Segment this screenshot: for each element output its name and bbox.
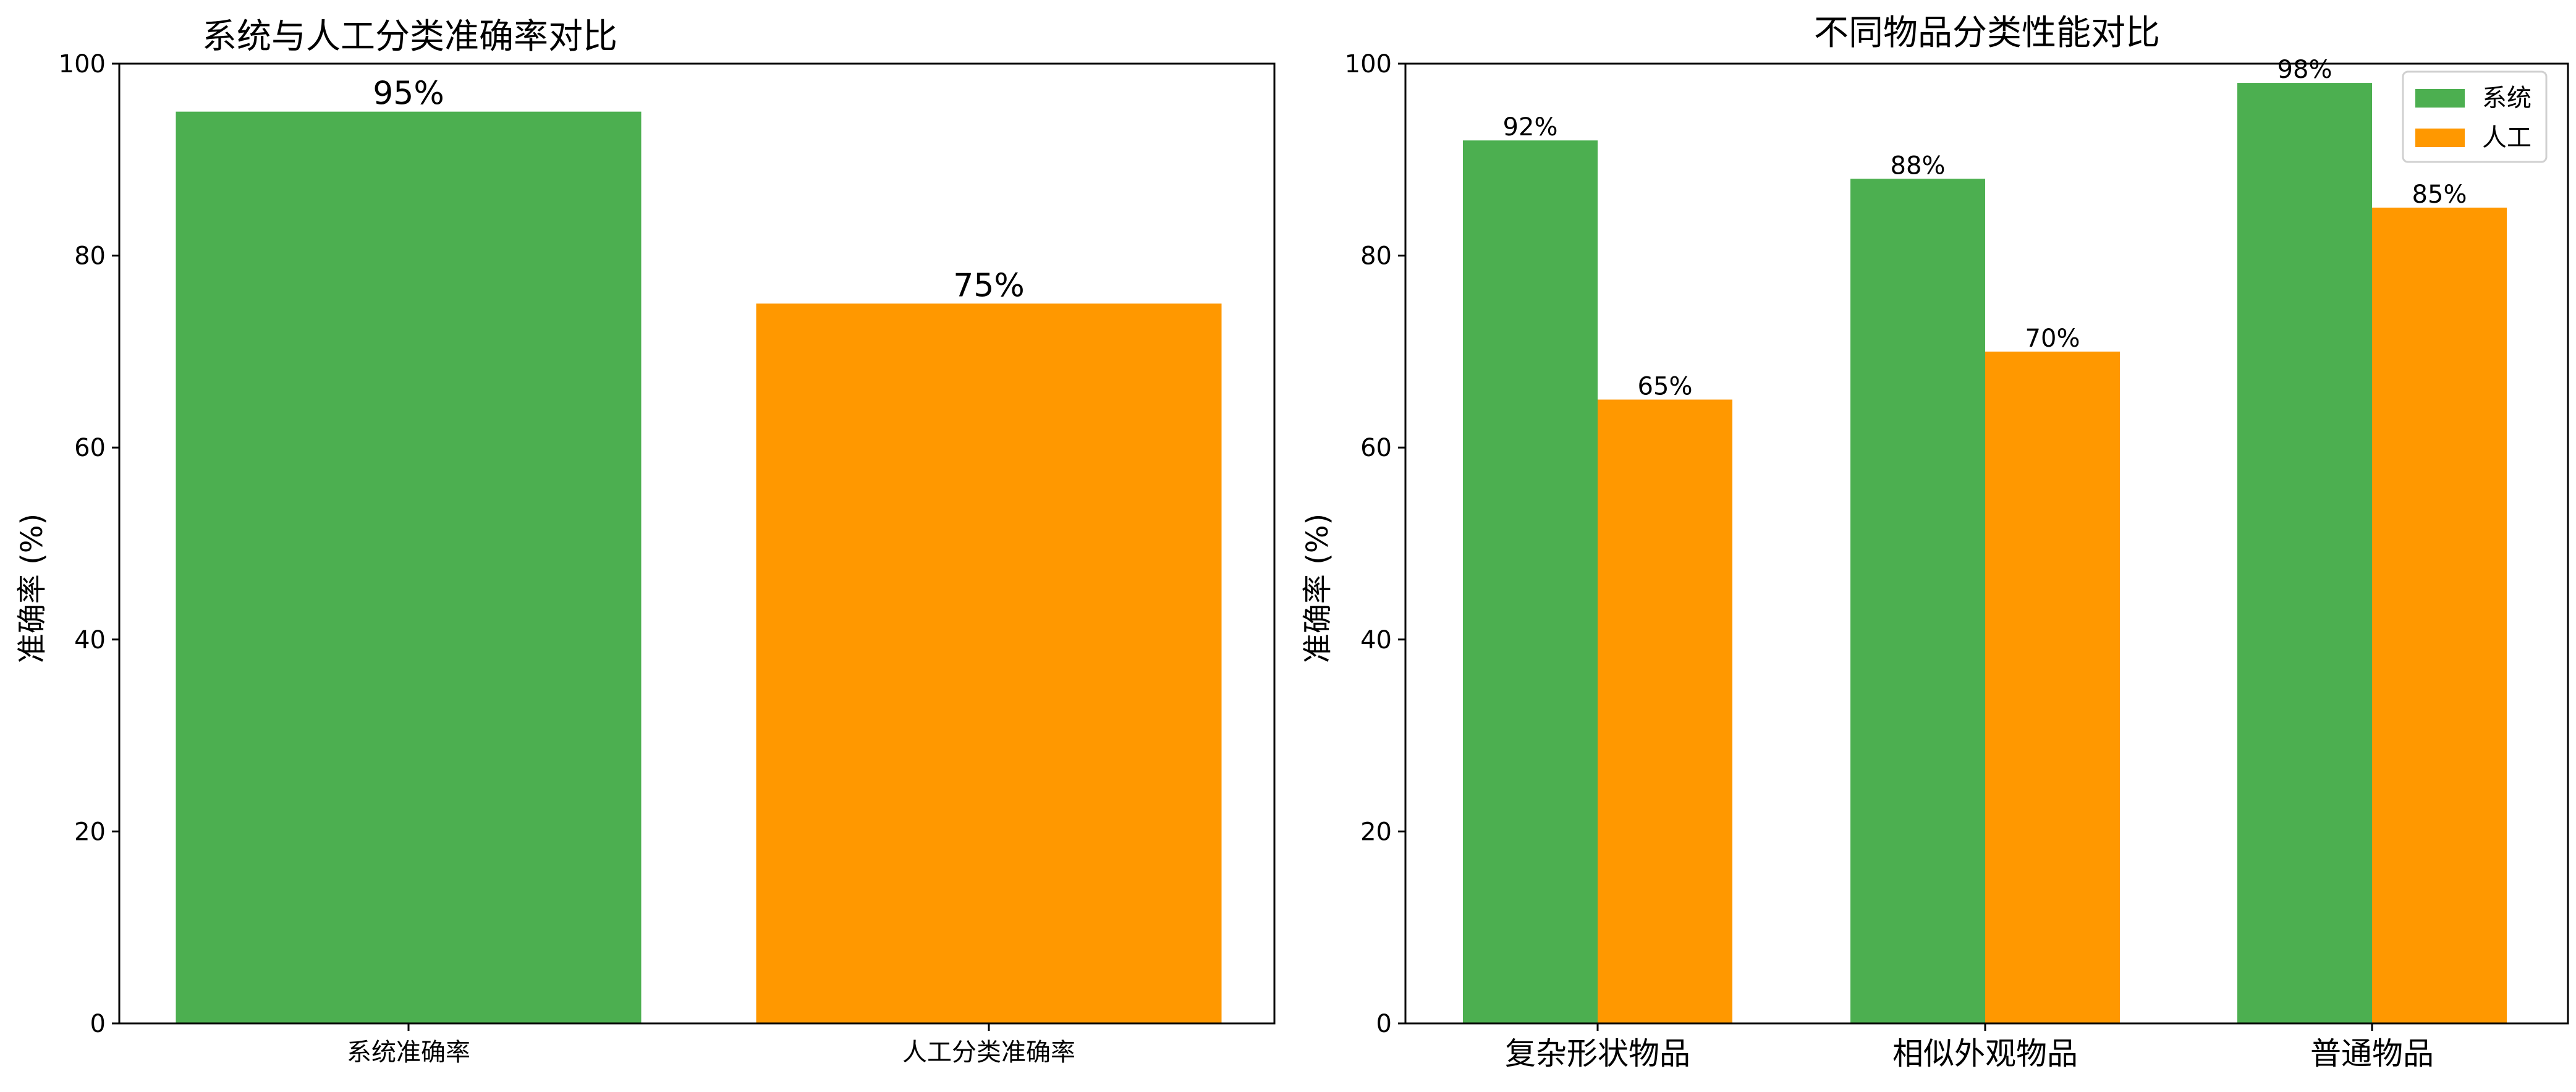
data-label: 88% (1891, 151, 1946, 180)
data-label: 65% (1638, 373, 1693, 401)
y-tick-label: 0 (90, 1010, 106, 1038)
y-tick-label: 100 (1345, 50, 1392, 78)
y-tick-label: 80 (1360, 242, 1392, 271)
x-tick-label: 复杂形状物品 (1505, 1036, 1690, 1072)
data-label: 85% (2412, 180, 2467, 209)
legend-entry: 系统 (2482, 84, 2532, 112)
legend-swatch (2415, 89, 2465, 108)
bar (2372, 207, 2507, 1024)
data-label: 98% (2277, 56, 2332, 84)
plot-frame (118, 62, 1276, 1025)
bar (1463, 140, 1598, 1024)
y-tick-label: 40 (74, 626, 106, 654)
plot-area: 0 20 40 60 80 100 92% 65% 复杂形状物品 88% 70% 相似外观物品 98% 8… (1345, 50, 2569, 1072)
y-tick-label: 80 (74, 242, 106, 271)
plot-frame (1404, 62, 2569, 1025)
bar (2237, 83, 2372, 1023)
chart-accuracy-comparison: 系统与人工分类准确率对比 准确率 (%) 0 20 40 60 80 100 95% 系统准确… (15, 17, 1276, 1067)
bar (1598, 399, 1732, 1023)
y-tick-label: 60 (1360, 434, 1392, 462)
y-tick-label: 20 (74, 818, 106, 846)
legend-swatch (2415, 129, 2465, 147)
plot-area: 0 20 40 60 80 100 95% 系统准确率 75% 人工分类准确率 (59, 50, 1276, 1067)
bar (1985, 351, 2120, 1023)
x-tick-label: 人工分类准确率 (902, 1038, 1075, 1067)
y-tick-label: 40 (1360, 626, 1392, 654)
y-tick-label: 0 (1376, 1010, 1392, 1038)
legend-entry: 人工 (2482, 124, 2532, 152)
data-label: 70% (2025, 324, 2080, 353)
y-axis-label: 准确率 (%) (1300, 514, 1335, 663)
bar (756, 303, 1222, 1023)
x-tick-label: 普通物品 (2310, 1036, 2434, 1072)
chart-title: 不同物品分类性能对比 (1814, 13, 2160, 53)
y-tick-label: 60 (74, 434, 106, 462)
data-label: 95% (373, 75, 444, 112)
chart-title: 系统与人工分类准确率对比 (202, 17, 617, 57)
y-tick-label: 100 (59, 50, 106, 78)
data-label: 75% (953, 267, 1025, 304)
bar (1850, 179, 1985, 1023)
bar (176, 111, 642, 1023)
y-axis-label: 准确率 (%) (15, 514, 49, 663)
chart-item-category-performance: 不同物品分类性能对比 准确率 (%) 0 20 40 60 80 100 92% 65% 复杂形… (1300, 13, 2569, 1072)
y-tick-label: 20 (1360, 818, 1392, 846)
x-tick-label: 系统准确率 (347, 1038, 470, 1067)
data-label: 92% (1503, 113, 1558, 142)
x-tick-label: 相似外观物品 (1892, 1036, 2078, 1072)
